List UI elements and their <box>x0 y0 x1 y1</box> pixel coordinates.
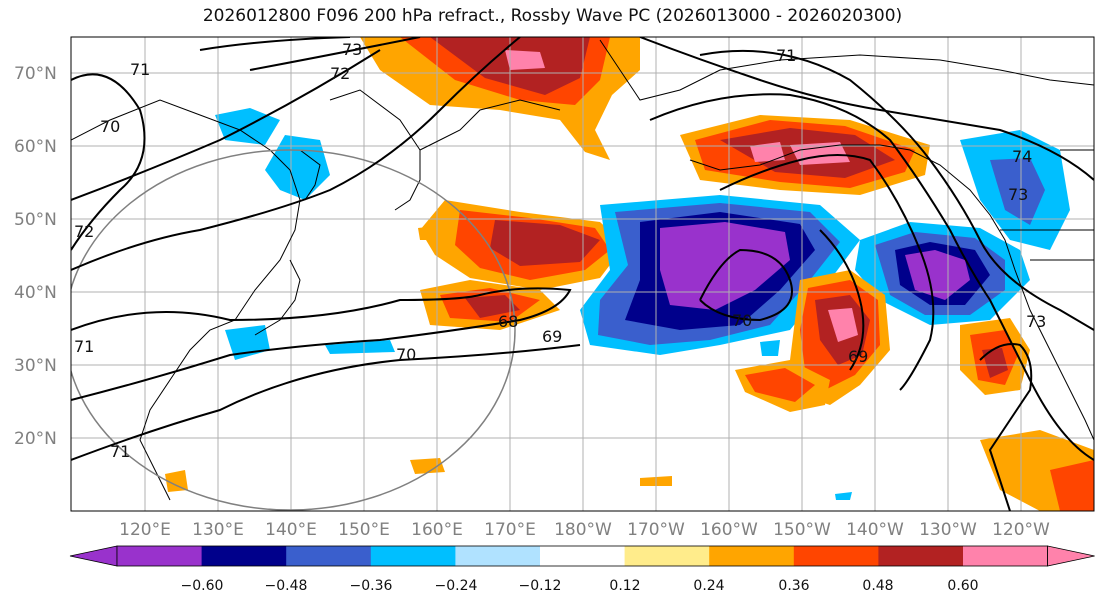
contour-label: 69 <box>542 327 562 346</box>
longitude-labels: 120°E 130°E 140°E 150°E 160°E 170°E 180°… <box>119 520 1050 540</box>
coastlines <box>71 39 1094 501</box>
colorbar-segment <box>286 546 372 566</box>
colorbar-segment <box>624 546 710 566</box>
contour-label: 73 <box>342 40 362 59</box>
contour-label: 72 <box>330 64 350 83</box>
lon-tick-label: 140°E <box>265 520 317 540</box>
contour-label: 70 <box>100 117 120 136</box>
colorbar-tick-label: 0.60 <box>947 578 978 594</box>
lat-tick-label: 20°N <box>14 429 57 449</box>
colorbar-tick-label: 0.24 <box>693 578 724 594</box>
colorbar-segment <box>793 546 879 566</box>
contour-labels: 73 72 71 70 71 70 68 69 70 69 71 73 74 7… <box>74 40 1046 461</box>
colorbar-tick-label: 0.48 <box>862 578 893 594</box>
contour-label: 74 <box>1012 147 1032 166</box>
lon-tick-label: 150°W <box>773 520 831 540</box>
colorbar-tick-label: −0.36 <box>350 578 393 594</box>
lat-tick-label: 70°N <box>14 64 57 84</box>
figure-title: 2026012800 F096 200 hPa refract., Rossby… <box>202 6 903 26</box>
colorbar-tick-label: −0.12 <box>519 578 562 594</box>
colorbar-segment <box>878 546 964 566</box>
contour-label: 73 <box>1026 312 1046 331</box>
contour-label: 68 <box>498 312 518 331</box>
colorbar-tick-labels: −0.60 −0.48 −0.36 −0.24 −0.12 0.12 0.24 … <box>181 578 979 594</box>
colorbar-extend-low <box>69 545 118 567</box>
colorbar-tick-label: −0.48 <box>265 578 308 594</box>
contour-label: 71 <box>74 337 94 356</box>
refractivity-contours <box>71 37 1094 511</box>
latitude-labels: 70°N 60°N 50°N 40°N 30°N 20°N <box>14 64 57 449</box>
colorbar-segment <box>709 546 795 566</box>
lon-tick-label: 120°E <box>119 520 171 540</box>
colorbar-extend-high <box>1047 545 1095 567</box>
colorbar-segment <box>455 546 541 566</box>
colorbar-tick-label: 0.36 <box>778 578 809 594</box>
colorbar-segment <box>201 546 287 566</box>
colorbar-segment <box>370 546 456 566</box>
contour-label: 69 <box>848 347 868 366</box>
colorbar-segment <box>963 546 1049 566</box>
lon-tick-label: 140°W <box>846 520 904 540</box>
graticule <box>71 37 1094 511</box>
contour-label: 71 <box>110 442 130 461</box>
colorbar-frame <box>116 545 1048 567</box>
map-frame <box>70 36 1095 512</box>
colorbar-tick-label: 0.12 <box>609 578 640 594</box>
colorbar-segment <box>117 546 203 566</box>
lon-tick-label: 120°W <box>992 520 1050 540</box>
colorbar-tick-label: −0.24 <box>435 578 478 594</box>
colorbar <box>69 545 1095 567</box>
region-circle <box>71 149 516 511</box>
lat-tick-label: 40°N <box>14 283 57 303</box>
contour-label: 70 <box>732 311 752 330</box>
lon-tick-label: 170°W <box>627 520 685 540</box>
colorbar-tick-label: −0.60 <box>181 578 224 594</box>
colorbar-segment <box>540 546 626 566</box>
lon-tick-label: 130°W <box>919 520 977 540</box>
map-panel: 73 72 71 70 71 70 68 69 70 69 71 73 74 7… <box>71 37 1094 511</box>
contour-label: 70 <box>396 345 416 364</box>
shaded-anomalies <box>165 37 1094 511</box>
lon-tick-label: 170°E <box>484 520 536 540</box>
contour-label: 71 <box>776 46 796 65</box>
lon-tick-label: 180°W <box>554 520 612 540</box>
lon-tick-label: 160°E <box>411 520 463 540</box>
contour-label: 72 <box>74 222 94 241</box>
lon-tick-label: 160°W <box>700 520 758 540</box>
lat-tick-label: 50°N <box>14 210 57 230</box>
contour-label: 73 <box>1008 185 1028 204</box>
contour-label: 71 <box>130 60 150 79</box>
lon-tick-label: 130°E <box>192 520 244 540</box>
lon-tick-label: 150°E <box>338 520 390 540</box>
lat-tick-label: 30°N <box>14 356 57 376</box>
lat-tick-label: 60°N <box>14 137 57 157</box>
